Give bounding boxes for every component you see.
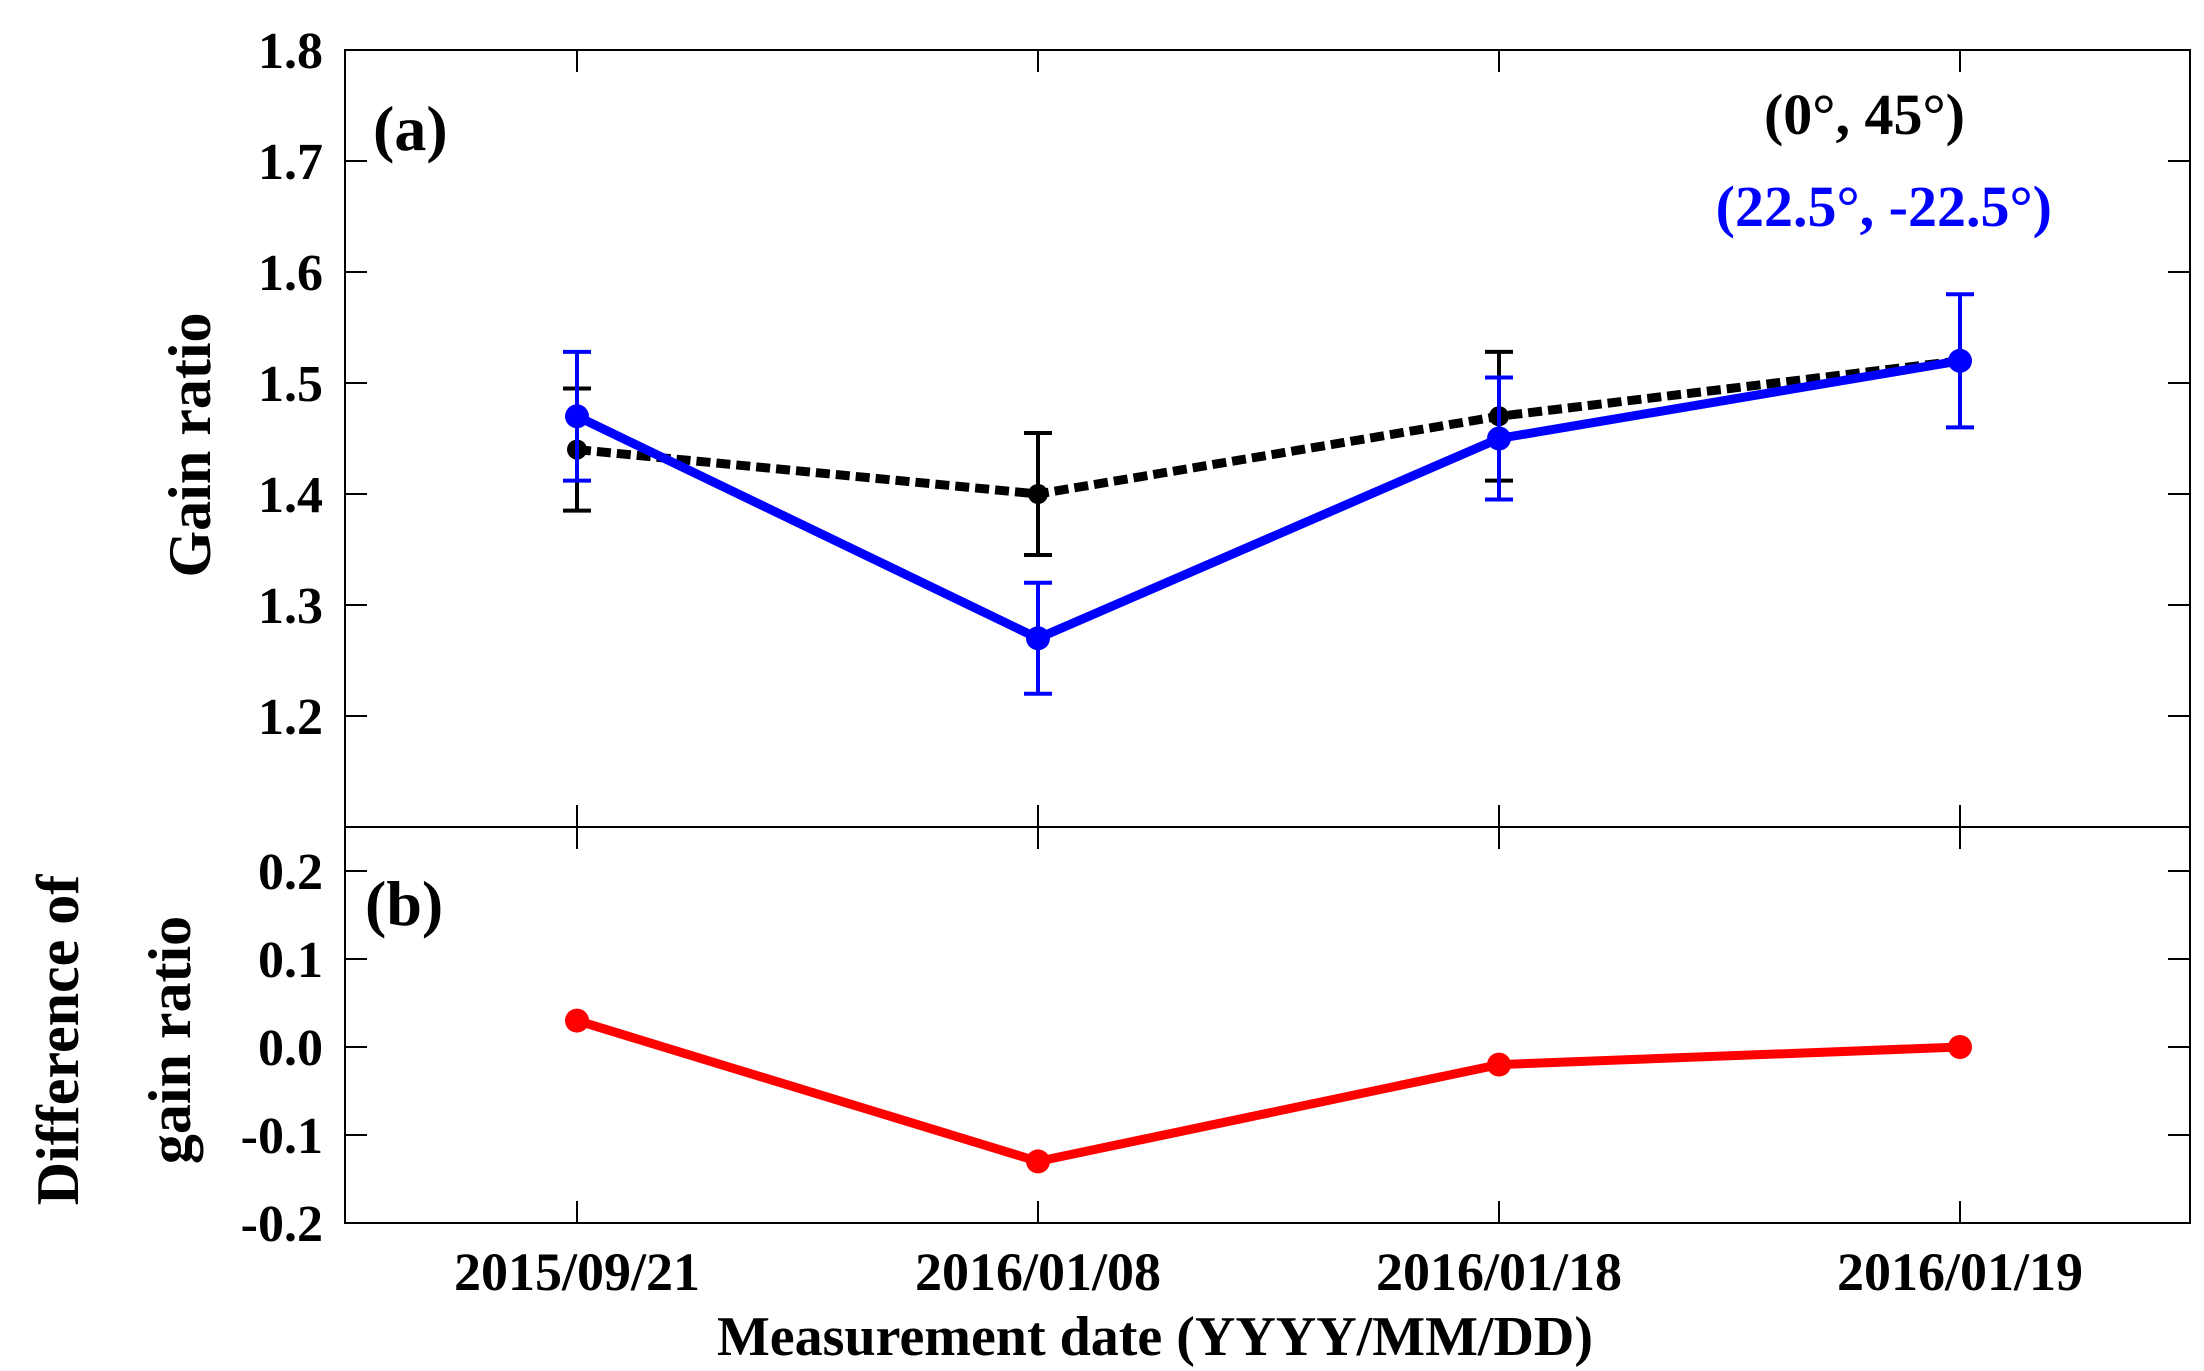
- panel-b: -0.2 -0.1 0.0 0.1 0.2 (b) Difference of gain ra…: [25, 826, 2191, 1253]
- x-tick-label: 2016/01/18: [1376, 1242, 1622, 1302]
- legend-entry-0: (0°, 45°): [1764, 82, 1965, 147]
- y-tick-label: 0.0: [258, 1020, 323, 1077]
- y-tick-label: -0.2: [241, 1196, 323, 1253]
- x-axis: 2015/09/21 2016/01/08 2016/01/18 2016/01/19…: [454, 1242, 2083, 1368]
- data-point: [1026, 1149, 1050, 1174]
- y-axis-label: Gain ratio: [157, 313, 223, 578]
- y-axis-label-line1: Difference of: [25, 874, 91, 1205]
- y-tick-label: 1.4: [258, 467, 323, 524]
- x-axis-label: Measurement date (YYYY/MM/DD): [717, 1306, 1593, 1368]
- data-point: [1948, 348, 1972, 373]
- plot-frame-b: [344, 826, 2191, 1224]
- y-tick-label: 1.3: [258, 578, 323, 635]
- panel-label-b: (b): [365, 868, 443, 939]
- y-tick-label: 1.2: [258, 689, 323, 746]
- legend-entry-1: (22.5°, -22.5°): [1716, 174, 2052, 239]
- y-tick-label: 1.5: [258, 356, 323, 413]
- x-tick-label: 2015/09/21: [454, 1242, 700, 1302]
- y-tick-label: 1.8: [258, 23, 323, 80]
- y-tick-label: 1.7: [258, 134, 323, 191]
- data-point: [1028, 484, 1048, 504]
- data-point: [565, 404, 589, 429]
- x-tick-label: 2016/01/19: [1837, 1242, 2083, 1302]
- data-point: [565, 1008, 589, 1033]
- series-line-a-0: [576, 356, 1961, 499]
- x-tick-label: 2016/01/08: [915, 1242, 1161, 1302]
- series-line-a-1: [575, 356, 1961, 643]
- y-tick-label: 0.1: [258, 932, 323, 989]
- data-point: [1487, 426, 1511, 451]
- data-point: [1948, 1035, 1972, 1059]
- y-tick-label: -0.1: [241, 1108, 323, 1165]
- series-line-b-0: [575, 1016, 1961, 1166]
- panel-label-a: (a): [373, 93, 448, 164]
- y-tick-label: 1.6: [258, 245, 323, 302]
- data-point: [1487, 1052, 1511, 1077]
- y-axis-label-line2: gain ratio: [137, 916, 203, 1164]
- data-point: [1026, 626, 1050, 651]
- panel-a: 1.2 1.3 1.4 1.5 1.6 1.7 1.8 (a) Gain ratio (0°, 4…: [157, 23, 2191, 828]
- y-tick-label: 0.2: [258, 844, 323, 901]
